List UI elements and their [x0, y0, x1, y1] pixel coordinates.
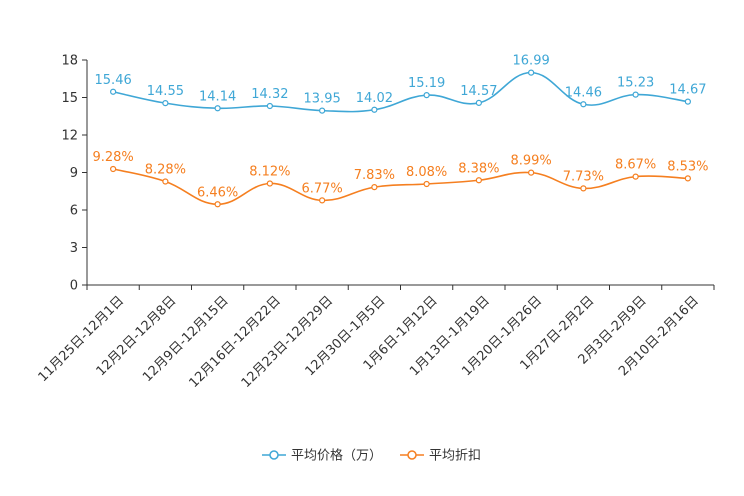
data-point	[423, 92, 430, 99]
legend: 平均价格（万） 平均折扣	[262, 448, 481, 464]
data-label: 8.12%	[249, 165, 290, 180]
y-tick-label: 15	[61, 91, 78, 106]
series-2: 9.28% 8.28% 6.46% 8.12% 6.77% 7.83% 8.08% 8.38%…	[92, 150, 709, 208]
data-label: 6.46%	[197, 185, 238, 200]
data-point	[371, 106, 378, 113]
data-label: 8.67%	[615, 158, 656, 173]
legend-item-1: 平均价格（万）	[262, 448, 382, 464]
data-label: 15.23	[617, 76, 654, 91]
x-tick-label: 11月25日-12月1日	[36, 293, 128, 385]
y-tick-label: 9	[70, 166, 78, 181]
y-tick-label: 18	[61, 54, 78, 69]
x-axis: 11月25日-12月1日12月2日-12月8日12月9日-12月15日12月16…	[36, 284, 715, 391]
data-point	[110, 165, 117, 173]
data-point	[162, 100, 169, 107]
data-point	[580, 185, 587, 192]
legend-label: 平均价格（万）	[291, 448, 382, 464]
data-label: 14.14	[199, 89, 236, 104]
data-point	[632, 173, 639, 180]
data-label: 15.19	[408, 76, 445, 91]
data-label: 14.57	[460, 84, 497, 99]
data-label: 14.67	[669, 83, 706, 98]
data-point	[475, 99, 482, 106]
data-label: 14.02	[356, 91, 393, 106]
data-label: 14.46	[565, 85, 602, 100]
data-label: 13.95	[304, 92, 341, 107]
data-point	[632, 91, 639, 98]
series-line	[112, 168, 688, 206]
series-layer: 15.46 14.55 14.14 14.32 13.95 14.02 15.19 14.57…	[92, 54, 709, 208]
x-tick-label: 12月23日-12月29日	[239, 293, 336, 390]
legend-marker	[407, 450, 417, 460]
legend-marker	[269, 450, 279, 460]
data-point	[319, 197, 326, 204]
data-label: 14.55	[147, 84, 184, 99]
legend-item-2: 平均折扣	[400, 449, 481, 464]
y-tick-label: 6	[70, 204, 78, 219]
data-label: 7.83%	[354, 168, 395, 183]
x-tick-label: 12月16日-12月22日	[186, 293, 283, 390]
data-label: 14.32	[251, 87, 288, 102]
data-point	[110, 88, 117, 95]
data-label: 15.46	[95, 73, 132, 88]
data-point	[528, 169, 535, 176]
data-point	[371, 184, 378, 191]
y-tick-label: 3	[70, 241, 78, 256]
data-label: 8.38%	[458, 161, 499, 176]
data-label: 8.08%	[406, 165, 447, 180]
data-label: 8.99%	[510, 154, 551, 169]
data-point	[319, 107, 326, 114]
data-point	[423, 180, 430, 188]
data-point	[162, 178, 169, 185]
data-point	[266, 180, 273, 187]
data-point	[214, 201, 221, 208]
legend-label: 平均折扣	[429, 449, 481, 464]
data-label: 9.28%	[92, 150, 133, 165]
data-point	[684, 98, 691, 105]
data-label: 6.77%	[301, 181, 342, 196]
data-point	[214, 105, 221, 112]
data-label: 8.28%	[145, 163, 186, 178]
data-point	[580, 101, 587, 108]
series-1: 15.46 14.55 14.14 14.32 13.95 14.02 15.19 14.57…	[95, 54, 706, 114]
y-tick-label: 0	[70, 279, 78, 294]
y-axis: 0 3 6 9 12 15 18	[61, 54, 88, 294]
data-point	[266, 102, 273, 110]
data-point	[475, 177, 482, 184]
data-point	[528, 69, 535, 76]
data-label: 8.53%	[667, 159, 708, 174]
data-label: 16.99	[513, 54, 550, 69]
data-point	[684, 175, 691, 182]
y-tick-label: 12	[61, 129, 78, 144]
data-label: 7.73%	[563, 169, 604, 184]
